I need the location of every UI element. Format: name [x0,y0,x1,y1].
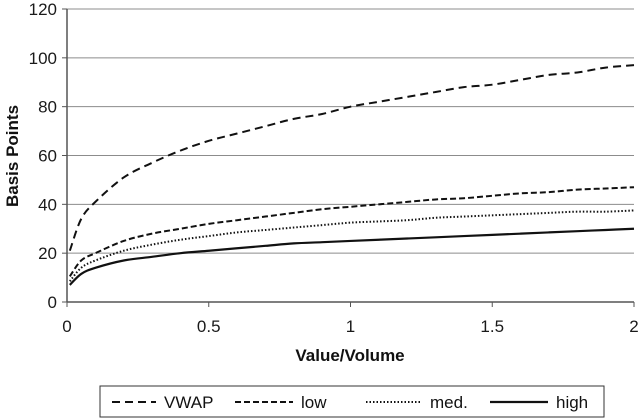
legend-label: med. [430,393,468,412]
x-tick-label: 1.5 [480,317,504,336]
series-line-low [69,186,635,277]
x-tick-label: 0.5 [197,317,221,336]
y-tick-label: 120 [29,0,57,19]
legend-label: high [556,393,588,412]
legend-label: low [301,393,327,412]
gridlines [67,8,634,254]
y-tick-label: 60 [38,147,57,166]
series-line-high [69,227,635,286]
y-tick-label: 80 [38,98,57,117]
series-line-med [69,209,635,282]
x-axis-ticks: 0 0.5 1 1.5 2 [62,302,639,336]
x-tick-label: 0 [62,317,71,336]
x-axis-title: Value/Volume [295,346,404,365]
y-tick-label: 0 [48,293,57,312]
legend: VWAP low med. high [99,385,605,418]
y-axis-title: Basis Points [3,105,22,207]
x-tick-label: 2 [629,317,638,336]
series-line-vwap [68,64,635,252]
y-tick-label: 20 [38,244,57,263]
x-tick-label: 1 [346,317,355,336]
y-axis-ticks: 0 20 40 60 80 100 120 [29,0,67,312]
y-tick-label: 40 [38,195,57,214]
legend-label: VWAP [164,393,213,412]
y-tick-label: 100 [29,49,57,68]
series-lines [68,64,635,286]
